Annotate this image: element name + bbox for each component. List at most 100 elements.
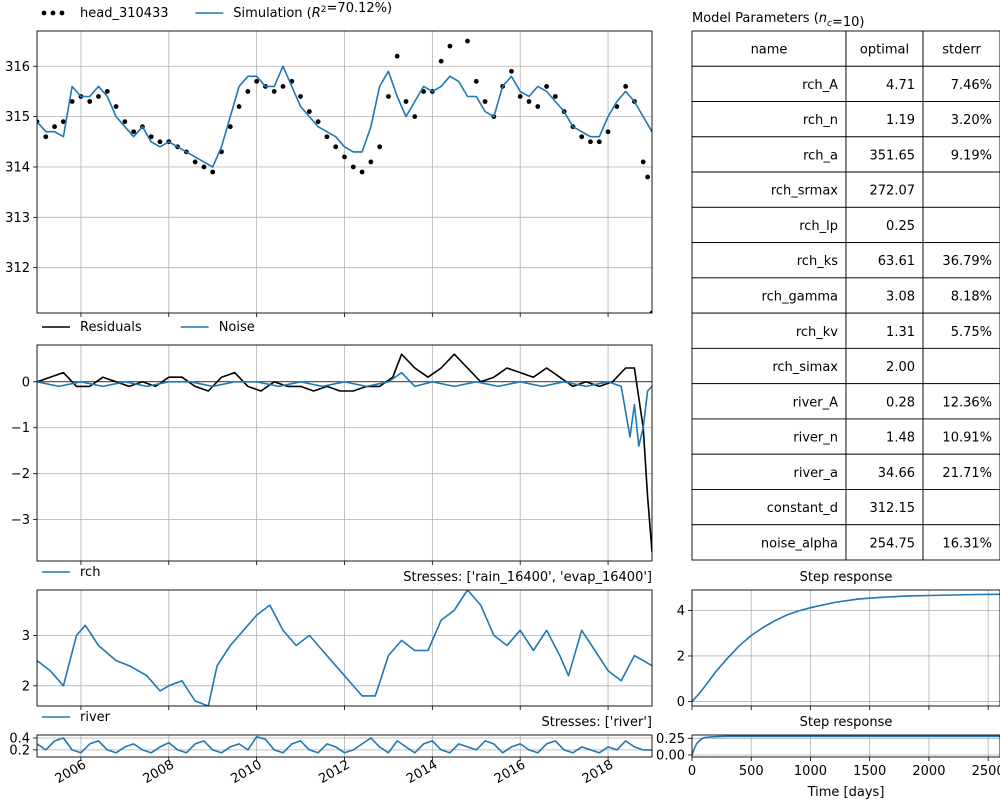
panel-rch: 2 3 rch Stresses: ['rain_16400', 'evap_1640…	[22, 565, 653, 710]
data-point	[386, 94, 391, 99]
table-cell-text: 4.71	[886, 78, 915, 93]
table-cell-text: noise_alpha	[761, 536, 838, 551]
data-point	[245, 89, 251, 94]
series-head-1	[37, 65, 652, 168]
table-row: rch_A 4.71 7.46%	[691, 65, 1000, 102]
series-group	[37, 24, 652, 313]
data-point	[87, 99, 93, 104]
data-point	[377, 144, 383, 150]
table-row: noise_alpha 254.75 16.31%	[691, 524, 1000, 561]
data-point	[104, 89, 110, 94]
table-cell	[922, 30, 1000, 67]
table-cell	[922, 206, 1000, 244]
series-residuals-1	[37, 371, 652, 447]
table-cell-text: rch_A	[802, 78, 838, 93]
data-point	[473, 78, 479, 84]
y-tick-label: 315	[5, 110, 30, 125]
y-tick-label: −1	[11, 421, 30, 436]
table-row: rch_kv 1.31 5.75%	[691, 312, 1000, 349]
panel-title-right: Stresses: ['rain_16400', 'evap_16400']	[403, 570, 652, 585]
table-cell-text: river_a	[794, 466, 838, 481]
data-point	[645, 174, 651, 180]
y-tick-label: 313	[5, 211, 30, 226]
table-cell-text: rch_lp	[799, 219, 838, 234]
data-point	[588, 139, 593, 145]
data-point	[438, 58, 444, 64]
data-point	[456, 24, 461, 29]
table-row: rch_lp 0.25	[691, 206, 1000, 244]
data-point	[403, 99, 409, 104]
x-tick-label-2008: 2008	[141, 757, 177, 787]
x-tick-label-2018: 2018	[580, 757, 616, 787]
panel-step_rch: 0 2 4 Step response	[677, 570, 1000, 710]
table-row: rch_srmax 272.07	[691, 171, 1000, 208]
table-cell-text: 351.65	[870, 148, 916, 163]
table-cell	[922, 347, 1000, 385]
table-cell	[691, 206, 847, 244]
table-cell-text: 1.31	[886, 325, 915, 340]
table-cell-text: rch_kv	[796, 325, 838, 340]
table-cell-text: rch_ks	[797, 254, 838, 269]
data-point	[640, 159, 646, 165]
table-cell	[922, 171, 1000, 208]
table-cell	[845, 171, 924, 208]
table-cell-text: 63.61	[878, 254, 915, 269]
data-point	[333, 144, 339, 150]
data-point	[113, 104, 119, 109]
data-point	[605, 129, 611, 135]
panel-head: 312 313 314 315 316 head_310433 Simulation (R2…	[5, 1, 653, 317]
axes-frame	[36, 344, 653, 562]
data-point	[227, 124, 233, 130]
data-point	[342, 154, 347, 160]
data-point	[157, 139, 163, 145]
table-cell	[691, 383, 847, 420]
series-group	[37, 735, 652, 754]
table-cell-text: 8.18%	[951, 290, 992, 305]
x-tick-label-1000: 1000	[794, 764, 827, 779]
series-step_river-0	[692, 735, 1000, 756]
series-group	[692, 593, 1000, 703]
table-header-row: name optimal stderr	[691, 30, 1000, 67]
table-cell	[845, 524, 924, 561]
data-point	[614, 104, 620, 109]
table-cell	[845, 383, 924, 420]
data-point	[280, 83, 286, 89]
data-point	[69, 99, 75, 104]
table-cell-text: 10.91%	[942, 431, 992, 446]
y-tick-label: 2	[22, 679, 30, 694]
table-cell-text: 34.66	[878, 466, 915, 481]
table-cell	[922, 312, 1000, 349]
legend-label: river	[80, 710, 111, 725]
x-tick-label-2016: 2016	[492, 757, 528, 787]
table-cell	[691, 171, 847, 208]
y-tick-label: 4	[677, 604, 685, 619]
y-tick-label: 0.00	[656, 749, 685, 764]
table-cell-text: rch_srmax	[771, 184, 838, 199]
y-tick-label: 312	[5, 261, 30, 276]
table-cell-text: 254.75	[870, 536, 916, 551]
data-point	[96, 94, 101, 99]
data-point	[359, 169, 365, 175]
table-row: river_a 34.66 21.71%	[691, 453, 1000, 490]
table-cell	[922, 277, 1000, 314]
table-row: rch_a 351.65 9.19%	[691, 136, 1000, 173]
table-cell	[845, 136, 924, 173]
table-cell	[691, 101, 847, 138]
data-point	[52, 124, 57, 130]
data-point	[552, 94, 558, 99]
table-cell	[691, 65, 847, 102]
data-point	[254, 78, 260, 84]
x-tick-label-2014: 2014	[404, 757, 440, 787]
table-cell	[922, 524, 1000, 561]
data-point	[544, 83, 549, 89]
table-cell	[691, 524, 847, 561]
data-point	[579, 134, 585, 140]
y-tick-label: 316	[5, 60, 30, 75]
table-cell-text: 312.15	[870, 501, 916, 516]
table-header-stderr: stderr	[942, 43, 981, 58]
data-point	[306, 109, 312, 114]
axes-frame	[691, 734, 1000, 758]
data-point	[192, 159, 198, 165]
data-point	[526, 99, 532, 104]
legend-label: rch	[80, 565, 100, 580]
